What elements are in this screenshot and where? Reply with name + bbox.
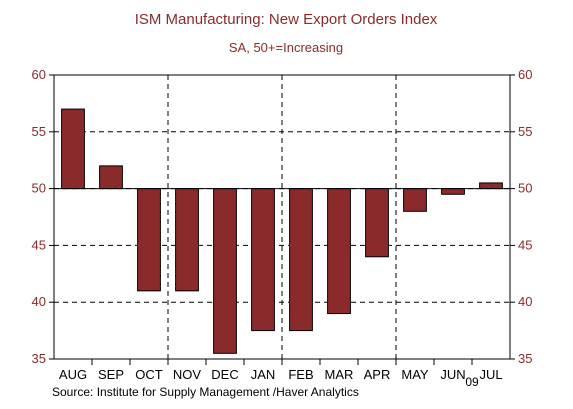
bar bbox=[289, 188, 313, 332]
x-tick-label: OCT bbox=[135, 367, 163, 382]
y-tick-label-left: 50 bbox=[32, 181, 46, 196]
x-tick-label: APR bbox=[364, 367, 391, 382]
bar bbox=[251, 188, 275, 332]
bar bbox=[365, 188, 389, 258]
y-tick-label-right: 35 bbox=[518, 351, 532, 366]
y-tick-label-left: 45 bbox=[32, 237, 46, 252]
y-tick-label-left: 60 bbox=[32, 67, 46, 82]
chart-source: Source: Institute for Supply Management … bbox=[52, 385, 359, 399]
year-marker: 09 bbox=[465, 375, 479, 389]
x-tick-label: JUN bbox=[440, 367, 465, 382]
bar-layer bbox=[61, 108, 503, 354]
x-tick-label: JAN bbox=[251, 367, 276, 382]
bar bbox=[213, 188, 237, 354]
x-tick-label: AUG bbox=[59, 367, 87, 382]
x-tick-label: FEB bbox=[288, 367, 313, 382]
x-tick-label: DEC bbox=[211, 367, 238, 382]
bar bbox=[99, 165, 123, 190]
bar bbox=[479, 182, 503, 190]
plot-frame bbox=[53, 74, 511, 360]
y-tick-label-left: 40 bbox=[32, 294, 46, 309]
bar bbox=[327, 188, 351, 315]
chart-title: ISM Manufacturing: New Export Orders Ind… bbox=[135, 11, 438, 28]
y-tick-label-right: 60 bbox=[518, 67, 532, 82]
x-tick-label: MAY bbox=[401, 367, 429, 382]
bar bbox=[403, 188, 427, 212]
y-tick-label-right: 55 bbox=[518, 124, 532, 139]
bar bbox=[61, 108, 85, 190]
y-tick-label-right: 40 bbox=[518, 294, 532, 309]
y-tick-label-right: 45 bbox=[518, 237, 532, 252]
x-tick-label: MAR bbox=[325, 367, 354, 382]
x-tick-label: NOV bbox=[173, 367, 202, 382]
grid-layer bbox=[54, 75, 510, 359]
y-tick-label-right: 50 bbox=[518, 181, 532, 196]
bar bbox=[175, 188, 199, 292]
y-tick-label-left: 55 bbox=[32, 124, 46, 139]
axis-layer bbox=[49, 74, 515, 365]
x-tick-label: JUL bbox=[479, 367, 502, 382]
y-tick-label-left: 35 bbox=[32, 351, 46, 366]
label-layer: 35 35 40 40 45 45 50 50 55 55 60 60 AUG SEP OCT NOV DEC J… bbox=[32, 67, 533, 389]
chart-subtitle: SA, 50+=Increasing bbox=[229, 40, 343, 55]
x-tick-label: SEP bbox=[98, 367, 124, 382]
bar bbox=[441, 188, 465, 195]
bar bbox=[137, 188, 161, 292]
